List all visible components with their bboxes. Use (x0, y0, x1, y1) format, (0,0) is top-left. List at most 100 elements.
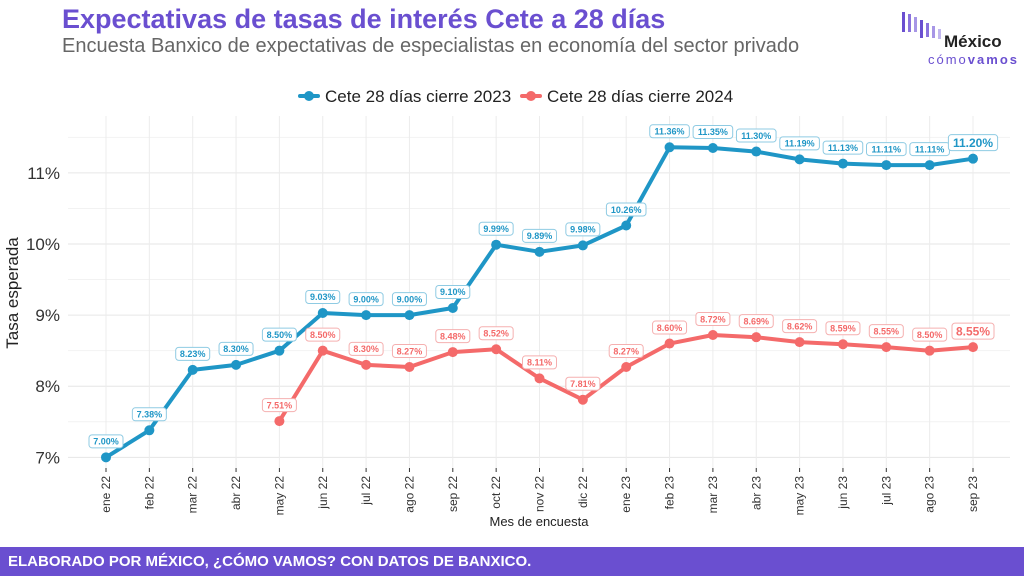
data-label-box (522, 228, 557, 243)
data-point (231, 359, 242, 370)
data-label: 11.30% (735, 128, 777, 143)
data-point (491, 239, 502, 250)
data-label-box (391, 292, 427, 307)
x-tick-label: ago 22 (402, 476, 416, 513)
data-point (837, 158, 848, 169)
data-label-box (305, 327, 341, 342)
data-label-text: 8.50% (267, 330, 293, 340)
legend-label: Cete 28 días cierre 2023 (325, 87, 511, 106)
data-point (447, 347, 458, 358)
data-labels: 7.00% 7.38% 8.23% 8.30% 8.50% 9.03% 9.00% 9.00%… (88, 124, 999, 449)
legend-marker (526, 91, 536, 101)
x-tick-label: ene 22 (99, 476, 113, 513)
data-label: 10.26% (605, 202, 647, 217)
data-point (881, 342, 892, 353)
logo-tagline: cómovamos (928, 52, 1019, 67)
data-label: 8.27% (391, 344, 427, 359)
data-label-box (131, 407, 167, 422)
y-tick-label: 9% (35, 306, 60, 325)
chart-subtitle: Encuesta Banxico de expectativas de espe… (62, 35, 800, 57)
data-label-text: 8.50% (310, 330, 336, 340)
data-label-box (261, 327, 297, 342)
data-point (491, 344, 502, 355)
data-label-text: 8.69% (743, 316, 769, 326)
data-point (751, 146, 762, 157)
data-point (794, 337, 805, 348)
data-point (924, 160, 935, 171)
data-label-box (391, 344, 427, 359)
y-tick-label: 7% (35, 448, 60, 467)
data-label-text: 11.20% (953, 136, 993, 150)
data-label-text: 8.27% (397, 346, 423, 356)
data-point (274, 416, 285, 427)
x-tick-label: jul 22 (359, 476, 373, 506)
data-label: 8.50% (305, 327, 341, 342)
data-label: 8.23% (175, 346, 211, 361)
x-tick-label: ene 23 (619, 476, 633, 513)
data-label-box (866, 142, 907, 157)
x-tick-label: feb 22 (142, 476, 156, 510)
data-point (577, 240, 588, 251)
data-label-box (782, 319, 818, 334)
data-label-box (738, 314, 774, 329)
data-label: 7.00% (88, 434, 124, 449)
data-label: 8.27% (608, 344, 644, 359)
data-point (274, 345, 285, 356)
x-tick-label: may 22 (272, 476, 286, 516)
y-axis-title: Tasa esperada (3, 237, 22, 349)
data-point (404, 310, 415, 321)
data-label-text: 11.11% (915, 144, 945, 154)
data-point (968, 342, 978, 353)
data-label-text: 7.51% (267, 400, 293, 410)
data-point (361, 310, 372, 321)
data-label-text: 8.30% (353, 344, 379, 354)
data-label-box (478, 326, 514, 341)
data-label: 11.19% (779, 136, 820, 151)
legend-label: Cete 28 días cierre 2024 (547, 87, 733, 106)
data-label-box (652, 320, 688, 335)
data-label: 8.30% (218, 341, 254, 356)
data-point (144, 425, 155, 436)
data-label: 8.48% (435, 329, 471, 344)
data-label-box (779, 136, 820, 151)
x-tick-label: sep 22 (446, 476, 460, 512)
data-label-box (608, 344, 644, 359)
data-point (317, 345, 328, 356)
data-label: 9.89% (522, 228, 557, 243)
data-label: 11.13% (822, 140, 864, 155)
data-label: 8.69% (738, 314, 774, 329)
data-label: 8.55% (951, 322, 995, 340)
chart-legend: Cete 28 días cierre 2023 Cete 28 días cie… (298, 87, 733, 106)
chart-grid (68, 116, 1010, 468)
logo-bars-icon (902, 12, 941, 39)
data-label: 8.50% (261, 327, 297, 342)
data-label: 11.36% (649, 124, 690, 139)
legend-marker (304, 91, 314, 101)
data-label-box (868, 324, 904, 339)
footer-credit: ELABORADO POR MÉXICO, ¿CÓMO VAMOS? CON D… (8, 553, 532, 570)
x-tick-label: abr 23 (749, 476, 763, 510)
data-label-text: 11.35% (698, 127, 728, 137)
data-label-box (261, 398, 297, 413)
data-label-text: 7.81% (570, 379, 596, 389)
data-label: 8.59% (825, 321, 861, 336)
x-tick-label: dic 22 (576, 476, 590, 508)
data-label-text: 9.99% (483, 224, 509, 234)
x-tick-label: ago 23 (923, 476, 937, 513)
data-label-text: 8.48% (440, 331, 466, 341)
footer-bar: ELABORADO POR MÉXICO, ¿CÓMO VAMOS? CON D… (0, 547, 1024, 576)
data-point (707, 143, 718, 153)
data-point (534, 246, 545, 257)
data-label-box (565, 222, 601, 237)
data-label: 9.98% (565, 222, 601, 237)
data-label-text: 8.72% (700, 314, 726, 324)
line-chart: Cete 28 días cierre 2023 Cete 28 días cie… (3, 87, 1010, 529)
data-label-text: 11.36% (655, 127, 685, 137)
data-label: 9.00% (391, 292, 427, 307)
data-label-text: 8.59% (830, 324, 856, 334)
y-tick-label: 10% (26, 235, 60, 254)
chart-series (101, 142, 978, 463)
data-label: 8.50% (912, 327, 948, 342)
data-point (447, 303, 458, 313)
data-label-box (822, 140, 864, 155)
